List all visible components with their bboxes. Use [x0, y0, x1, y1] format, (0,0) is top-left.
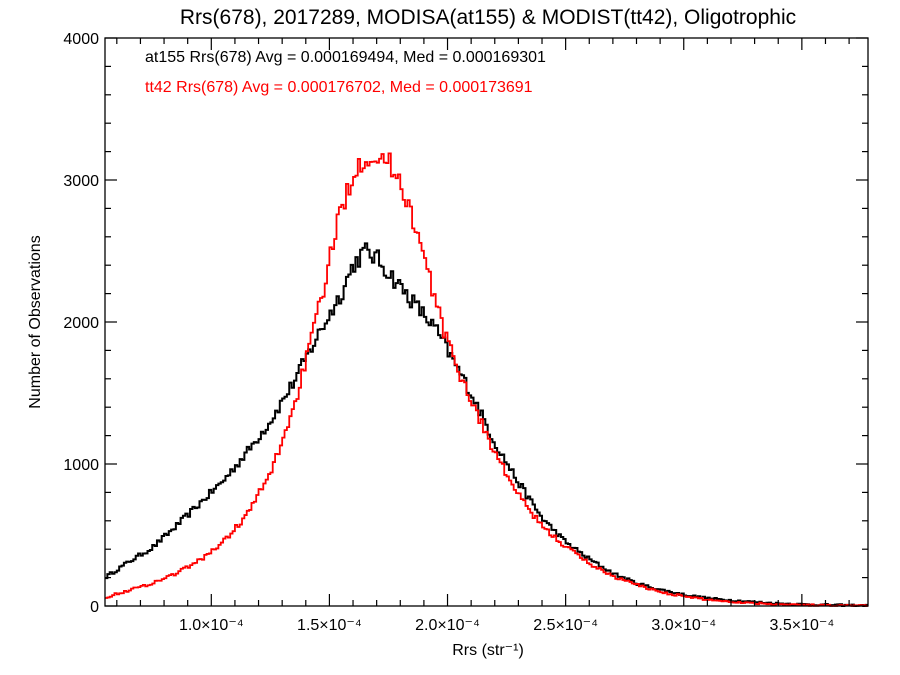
- y-axis-label: Number of Observations: [27, 235, 44, 408]
- y-tick-label-3: 3000: [63, 173, 99, 190]
- y-tick-label-4: 4000: [63, 31, 99, 48]
- y-tick-label-0: 0: [90, 599, 99, 616]
- x-tick-label-4: 3.0×10⁻⁴: [651, 617, 716, 634]
- x-tick-label-0: 1.0×10⁻⁴: [179, 617, 244, 634]
- axis-layer: 1.0×10⁻⁴ 1.5×10⁻⁴ 2.0×10⁻⁴ 2.5×10⁻⁴ 3.0×10⁻⁴…: [63, 31, 868, 634]
- x-axis-label: Rrs (str⁻¹): [452, 642, 524, 659]
- annotation-tt42: tt42 Rrs(678) Avg = 0.000176702, Med = 0…: [145, 79, 533, 96]
- x-tick-label-5: 3.5×10⁻⁴: [770, 617, 835, 634]
- x-tick-label-1: 1.5×10⁻⁴: [297, 617, 362, 634]
- annotation-at155: at155 Rrs(678) Avg = 0.000169494, Med = …: [145, 49, 546, 66]
- plot-frame: [104, 37, 869, 607]
- x-tick-label-2: 2.0×10⁻⁴: [415, 617, 480, 634]
- chart-title: Rrs(678), 2017289, MODISA(at155) & MODIS…: [180, 6, 796, 29]
- series-line-tt42: [105, 152, 868, 607]
- series-layer: [105, 152, 868, 607]
- y-tick-label-1: 1000: [63, 457, 99, 474]
- y-tick-label-2: 2000: [63, 315, 99, 332]
- series-line-at155: [105, 242, 868, 607]
- x-tick-label-3: 2.5×10⁻⁴: [533, 617, 598, 634]
